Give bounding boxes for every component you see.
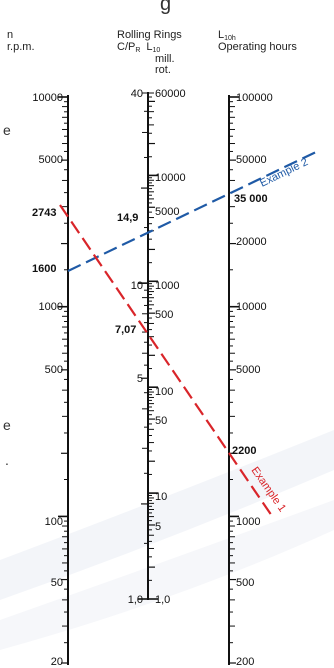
mill-label-5000: 5000	[155, 206, 179, 218]
mill-label-1: 1,0	[155, 594, 170, 606]
cp-scale-labels: 40 10 5 1,0	[128, 88, 143, 606]
mill-label-60000: 60000	[155, 88, 186, 100]
header-capacity-line-3: mill.	[155, 53, 175, 65]
hours-label-1000: 1000	[236, 516, 260, 528]
hours-label-100000: 100000	[236, 92, 273, 104]
header-capacity-line-2: C/PR L10	[117, 41, 160, 54]
cp-label-1: 1,0	[128, 594, 143, 606]
example-2-speed-label: 1600	[32, 263, 56, 275]
hours-label-20000: 20000	[236, 236, 267, 248]
mill-label-1000: 1000	[155, 280, 179, 292]
hours-label-200: 200	[236, 656, 254, 668]
header-capacity: Rolling Rings C/PR L10 mill. rot.	[117, 29, 182, 76]
hours-scale-ticks	[229, 96, 239, 664]
speed-label-1000: 1000	[39, 301, 63, 313]
example-1-line	[59, 204, 275, 520]
mill-label-100: 100	[155, 386, 173, 398]
example-1-speed-label: 2743	[32, 207, 56, 219]
speed-label-5000: 5000	[39, 154, 63, 166]
left-cut-text-2: e	[3, 417, 11, 433]
hours-label-50000: 50000	[236, 154, 267, 166]
speed-label-50: 50	[51, 577, 63, 589]
example-2-cp-label: 14,9	[117, 212, 138, 224]
cp-label-10: 10	[131, 280, 143, 292]
speed-label-20: 20	[51, 656, 63, 668]
cp-label-5: 5	[137, 373, 143, 385]
mill-label-10000: 10000	[155, 172, 186, 184]
speed-scale-labels: 10000 5000 1000 500 100 50 20	[32, 92, 63, 668]
background-watermark	[0, 430, 334, 650]
page-title-fragment: g	[160, 0, 171, 15]
hours-label-5000: 5000	[236, 364, 260, 376]
header-life-line-2: Operating hours	[218, 41, 297, 53]
cp-scale-ticks	[138, 92, 148, 600]
header-capacity-line-1: Rolling Rings	[117, 29, 182, 41]
mill-label-5: 5	[155, 521, 161, 533]
speed-label-10000: 10000	[32, 92, 63, 104]
mill-label-10: 10	[155, 491, 167, 503]
hours-scale-labels: 100000 50000 20000 10000 5000 1000 500 2…	[236, 92, 273, 668]
left-cut-text-1: e	[3, 122, 11, 138]
example-1-cp-label: 7,07	[115, 324, 136, 336]
speed-label-500: 500	[45, 364, 63, 376]
mill-label-500: 500	[155, 309, 173, 321]
header-speed-line-2: r.p.m.	[7, 41, 35, 53]
left-cut-text-3: .	[5, 452, 9, 468]
example-2-hours-label: 35 000	[234, 193, 268, 205]
hours-label-500: 500	[236, 577, 254, 589]
mill-label-50: 50	[155, 415, 167, 427]
cp-label-40: 40	[131, 88, 143, 100]
example-2-line	[67, 151, 317, 272]
speed-label-100: 100	[45, 516, 63, 528]
hours-label-10000: 10000	[236, 301, 267, 313]
header-capacity-line-4: rot.	[155, 64, 171, 76]
mill-rot-scale-ticks	[148, 92, 158, 600]
speed-scale-ticks	[58, 96, 68, 664]
example-1-hours-label: 2200	[232, 445, 256, 457]
header-speed: n r.p.m.	[7, 29, 35, 53]
mill-rot-scale-labels: 60000 10000 5000 1000 500 100 50 10 5 1,…	[155, 88, 186, 606]
header-life: L10h Operating hours	[218, 29, 297, 53]
header-speed-line-1: n	[7, 29, 13, 41]
